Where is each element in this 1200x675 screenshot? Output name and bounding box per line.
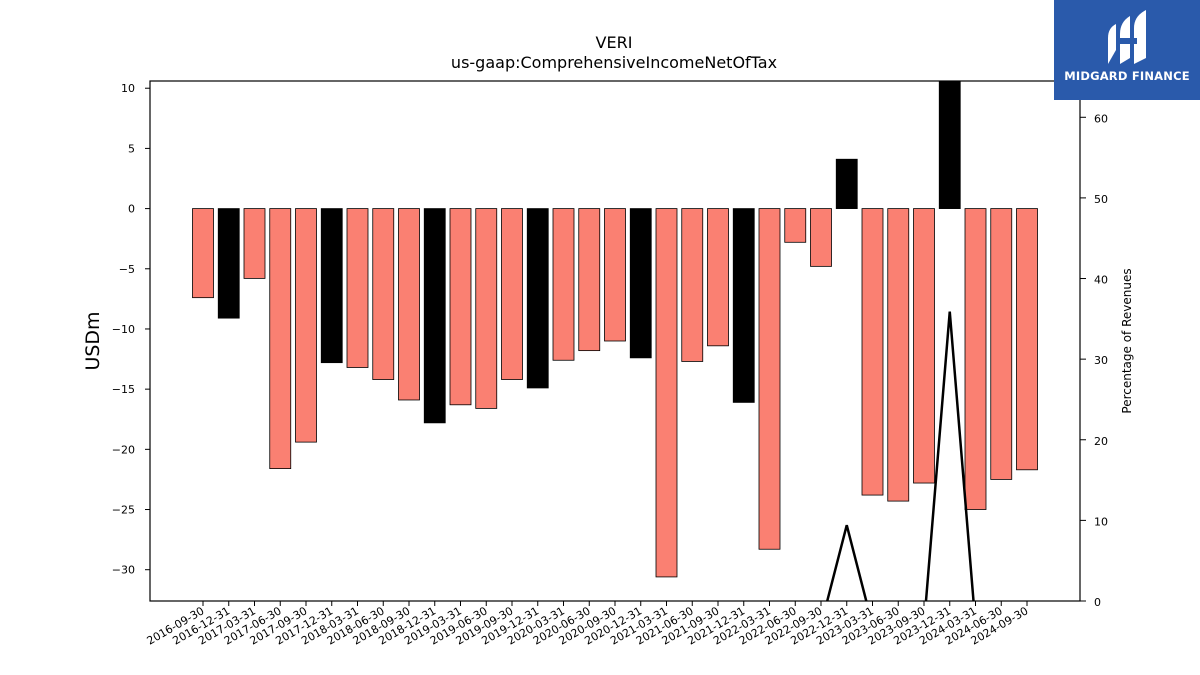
midgard-m-logo-icon: [1108, 10, 1146, 64]
bar-2017-06-30: [269, 208, 292, 469]
bar-2024-03-31: [964, 208, 987, 510]
bar-2020-03-31: [552, 208, 575, 361]
bar-2018-06-30: [372, 208, 395, 380]
bar-2019-06-30: [475, 208, 498, 409]
bar-2017-12-31: [320, 208, 343, 364]
y2-tick-label: 10: [1094, 515, 1108, 528]
y-tick-label: 0: [128, 203, 135, 216]
y2-tick-label: 20: [1094, 435, 1108, 448]
bar-2020-09-30: [604, 208, 626, 342]
y2-tick-label: 60: [1094, 112, 1108, 125]
bar-2018-12-31: [423, 208, 446, 424]
bar-2021-03-31: [655, 208, 678, 578]
y2-tick-label: 0: [1094, 596, 1101, 609]
bar-2021-12-31: [732, 208, 755, 403]
y-tick-label: −15: [112, 383, 135, 396]
bar-2019-12-31: [526, 208, 549, 389]
bar-2022-06-30: [784, 208, 807, 243]
y-tick-label: −20: [112, 443, 135, 456]
y-tick-label: −25: [112, 504, 135, 517]
x-axis: 2016-09-302016-12-312017-03-312017-06-30…: [145, 601, 1031, 648]
percent-line-segment-1: [924, 311, 975, 601]
bar-2022-09-30: [810, 208, 832, 267]
bar-2023-12-31: [938, 80, 961, 209]
percent-line-segment-0: [825, 524, 868, 601]
y-tick-label: −5: [119, 263, 135, 276]
y2-axis: 0 10 20 30 40 50 60: [1080, 112, 1108, 609]
y-tick-label: −10: [112, 323, 135, 336]
bar-2021-06-30: [681, 208, 704, 362]
bar-2022-03-31: [758, 208, 781, 550]
bar-2020-12-31: [629, 208, 652, 359]
brand-logo: MIDGARD FINANCE: [1054, 0, 1200, 100]
bar-2018-03-31: [346, 208, 369, 368]
bar-2019-03-31: [449, 208, 472, 406]
y2-tick-label: 50: [1094, 193, 1108, 206]
bar-2018-09-30: [398, 208, 420, 401]
chart-subtitle: us-gaap:ComprehensiveIncomeNetOfTax: [451, 53, 777, 72]
bar-2023-09-30: [913, 208, 935, 484]
bar-2024-06-30: [990, 208, 1013, 480]
bar-2017-09-30: [295, 208, 317, 443]
bars-group: [192, 80, 1038, 578]
brand-logo-text: MIDGARD FINANCE: [1064, 69, 1190, 83]
bar-2023-03-31: [861, 208, 884, 496]
y2-axis-label: Percentage of Revenues: [1120, 268, 1134, 413]
percent-line-group: [825, 311, 975, 601]
bar-2019-09-30: [501, 208, 523, 380]
bar-2020-06-30: [578, 208, 601, 352]
y2-tick-label: 40: [1094, 274, 1108, 287]
y-axis-label: USDm: [82, 311, 104, 370]
bar-2022-12-31: [835, 158, 858, 209]
bar-2024-09-30: [1016, 208, 1038, 471]
bar-2016-09-30: [192, 208, 214, 299]
bar-2021-09-30: [707, 208, 729, 347]
y-tick-label: 10: [121, 82, 135, 95]
y-axis: 10 5 0 −5 −10 −15 −20 −25 −30: [112, 82, 150, 577]
chart-title: VERI: [596, 33, 633, 52]
y2-tick-label: 30: [1094, 354, 1108, 367]
y-tick-label: −30: [112, 564, 135, 577]
y-tick-label: 5: [128, 142, 135, 155]
bar-2017-03-31: [243, 208, 266, 279]
bar-2016-12-31: [217, 208, 240, 319]
bar-2023-06-30: [887, 208, 910, 502]
